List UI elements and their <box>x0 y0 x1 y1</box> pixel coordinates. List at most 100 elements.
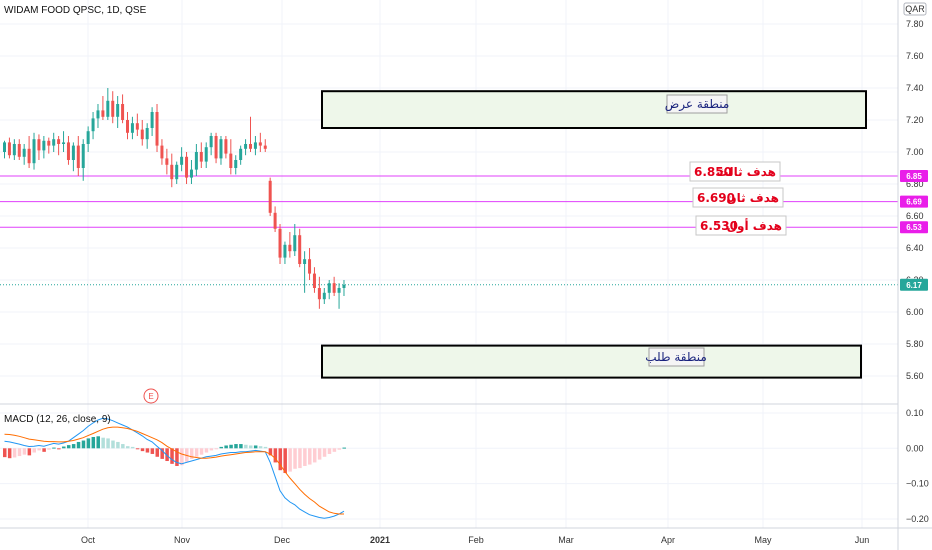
candle-body <box>37 139 41 151</box>
price-tick-label: 7.40 <box>906 83 924 93</box>
macd-title: MACD (12, 26, close, 9) <box>4 414 111 425</box>
candle-body <box>17 144 21 157</box>
candle-body <box>66 142 70 160</box>
candle-body <box>244 144 248 149</box>
candle-body <box>253 142 257 149</box>
macd-histogram-bar <box>130 446 135 449</box>
candle-body <box>312 273 316 288</box>
macd-histogram-bar <box>273 448 278 463</box>
macd-histogram-bar <box>22 448 27 455</box>
macd-histogram-bar <box>175 448 179 466</box>
candle-body <box>155 112 159 146</box>
macd-histogram-bar <box>180 448 184 466</box>
candle-body <box>175 164 179 180</box>
price-tick-label: 7.80 <box>906 19 924 29</box>
candle-body <box>7 142 11 156</box>
macd-histogram-bar <box>3 448 7 458</box>
macd-histogram-bar <box>189 448 194 459</box>
time-tick-label: Nov <box>174 535 191 545</box>
price-tick-label: 7.60 <box>906 51 924 61</box>
candle-body <box>189 169 193 178</box>
candle-body <box>32 139 36 164</box>
candle-body <box>185 156 189 178</box>
candle-body <box>116 104 120 117</box>
signal-line <box>4 426 344 515</box>
candle-body <box>22 148 26 157</box>
macd-histogram-bar <box>199 448 204 455</box>
time-tick-label: Mar <box>558 535 574 545</box>
macd-tick-label: −0.10 <box>906 479 929 489</box>
macd-histogram-bar <box>27 448 32 456</box>
supply-zone-label-box <box>666 94 728 114</box>
candle-body <box>224 139 228 154</box>
macd-histogram-bar <box>312 448 317 463</box>
candle-body <box>52 139 56 146</box>
last-price-tag <box>900 278 928 291</box>
candle-body <box>81 144 85 168</box>
macd-histogram-bar <box>303 448 307 466</box>
chart-title: WIDAM FOOD QPSC, 1D, QSE <box>4 5 147 16</box>
macd-histogram-bar <box>244 444 248 449</box>
macd-histogram-bar <box>194 448 199 457</box>
candle-body <box>180 156 184 165</box>
candle-body <box>317 288 321 300</box>
macd-histogram-bar <box>76 441 81 449</box>
candle-body <box>204 147 208 162</box>
macd-histogram-bar <box>209 448 214 451</box>
candle-body <box>263 145 267 149</box>
candle-body <box>91 118 95 132</box>
macd-histogram-bar <box>42 448 46 452</box>
time-tick-label: May <box>754 535 772 545</box>
candle-body <box>130 123 134 133</box>
macd-histogram-bar <box>37 448 41 451</box>
time-tick-label: 2021 <box>370 535 390 545</box>
target-label-box <box>689 161 781 182</box>
macd-histogram-bar <box>81 440 86 449</box>
candle-body <box>337 288 341 293</box>
macd-histogram-bar <box>12 448 17 458</box>
macd-histogram-bar <box>219 446 223 449</box>
candle-body <box>12 144 16 156</box>
macd-histogram-bar <box>106 438 110 449</box>
candle-body <box>126 120 129 133</box>
earnings-event-icon[interactable] <box>143 388 159 404</box>
candle-body <box>170 164 174 180</box>
zones-layer: منطقة عرض منطقة طلب <box>321 90 867 379</box>
macd-histogram-bar <box>317 448 322 460</box>
macd-histogram-bar <box>165 448 169 462</box>
last-price-tag-text: 6.17 <box>906 281 922 290</box>
target-value: 6.850 <box>694 165 732 179</box>
candle-body <box>121 104 125 120</box>
candle-body <box>234 160 238 168</box>
macd-tick-label: 0.00 <box>906 443 924 453</box>
macd-histogram-bar <box>101 437 105 449</box>
macd-histogram-bar <box>135 448 140 450</box>
candle-body <box>298 235 302 264</box>
supply-zone-box <box>321 90 867 129</box>
candle-body <box>96 110 100 119</box>
macd-histogram-bar <box>278 448 283 471</box>
candle-body <box>308 259 312 274</box>
macd-histogram-bar <box>332 448 337 452</box>
target-value: 6.530 <box>700 219 738 233</box>
price-tick-label: 6.00 <box>906 307 924 317</box>
candle-body <box>229 153 233 168</box>
candle-body <box>303 259 307 264</box>
target-label: هدف ثان <box>726 191 779 205</box>
target-label-box <box>695 215 787 236</box>
macd-histogram-bar <box>66 445 71 449</box>
candle-body <box>239 148 243 160</box>
earnings-event-letter: E <box>148 392 153 401</box>
candle-body <box>209 136 213 148</box>
candle-body <box>194 152 198 170</box>
macd-histogram-bar <box>126 446 130 449</box>
target-price-tag <box>900 221 928 234</box>
candle-body <box>214 136 218 159</box>
currency-badge-box[interactable] <box>903 2 927 16</box>
candle-body <box>42 140 46 151</box>
time-tick-label: Apr <box>661 535 675 545</box>
macd-histogram-bar <box>249 445 253 449</box>
macd-histogram-bar <box>224 445 228 449</box>
macd-histogram-bar <box>283 448 287 474</box>
candle-body <box>273 212 277 229</box>
